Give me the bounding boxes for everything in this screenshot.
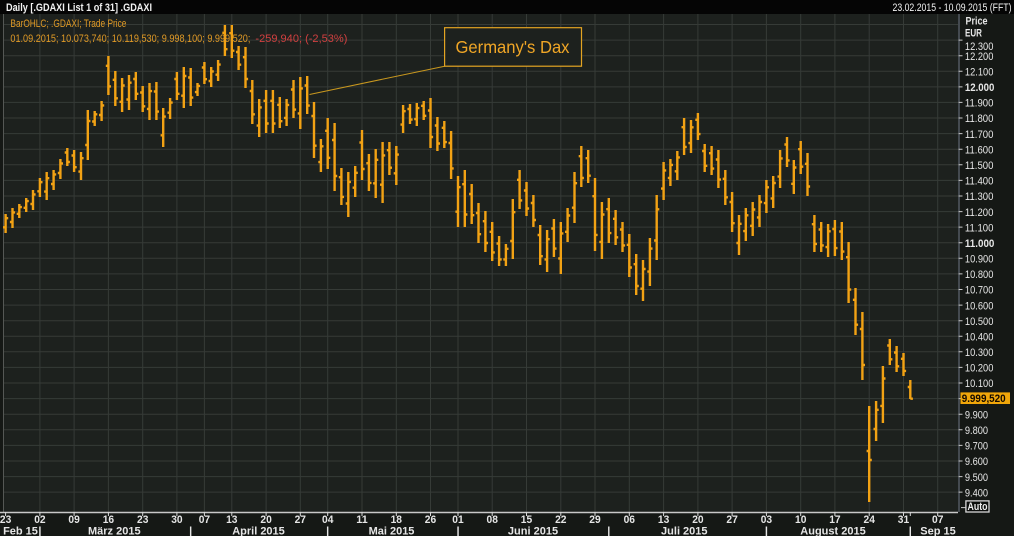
svg-text:9.600: 9.600 bbox=[965, 456, 988, 468]
svg-text:Auto: Auto bbox=[968, 501, 988, 513]
svg-text:24: 24 bbox=[864, 514, 876, 526]
svg-text:13: 13 bbox=[226, 514, 237, 526]
svg-text:10.700: 10.700 bbox=[965, 285, 994, 297]
svg-text:|: | bbox=[607, 525, 610, 536]
svg-text:09: 09 bbox=[68, 514, 79, 526]
svg-text:10.800: 10.800 bbox=[965, 269, 994, 281]
svg-text:Daily [.GDAXI List 1 of 31] .G: Daily [.GDAXI List 1 of 31] .GDAXI bbox=[6, 2, 152, 14]
svg-text:|: | bbox=[189, 525, 192, 536]
svg-text:12.100: 12.100 bbox=[965, 67, 994, 79]
svg-text:04: 04 bbox=[322, 514, 334, 526]
svg-text:16: 16 bbox=[103, 514, 114, 526]
svg-text:9.900: 9.900 bbox=[965, 409, 988, 421]
svg-text:10.100: 10.100 bbox=[965, 378, 994, 390]
svg-text:|: | bbox=[456, 525, 459, 536]
svg-text:|: | bbox=[38, 525, 41, 536]
svg-text:10.200: 10.200 bbox=[965, 363, 994, 375]
svg-text:10.400: 10.400 bbox=[965, 332, 994, 344]
svg-text:15: 15 bbox=[521, 514, 532, 526]
svg-text:|: | bbox=[909, 525, 912, 536]
svg-text:11.300: 11.300 bbox=[965, 191, 994, 203]
svg-text:9.500: 9.500 bbox=[965, 472, 988, 484]
svg-text:EUR: EUR bbox=[965, 27, 982, 39]
svg-text:10.500: 10.500 bbox=[965, 316, 994, 328]
svg-text:März 2015: März 2015 bbox=[88, 525, 141, 536]
svg-text:27: 27 bbox=[295, 514, 306, 526]
svg-text:August 2015: August 2015 bbox=[800, 525, 865, 536]
svg-text:11.800: 11.800 bbox=[965, 113, 994, 125]
svg-text:18: 18 bbox=[391, 514, 402, 526]
svg-text:Juni 2015: Juni 2015 bbox=[508, 525, 558, 536]
svg-text:23: 23 bbox=[137, 514, 148, 526]
svg-text:11.400: 11.400 bbox=[965, 176, 994, 188]
svg-text:Germany's Dax: Germany's Dax bbox=[456, 37, 570, 57]
svg-text:9.700: 9.700 bbox=[965, 441, 988, 453]
svg-text:10.300: 10.300 bbox=[965, 347, 994, 359]
svg-text:-259,940; (-2,53%): -259,940; (-2,53%) bbox=[255, 33, 347, 45]
svg-text:20: 20 bbox=[692, 514, 703, 526]
svg-text:13: 13 bbox=[658, 514, 669, 526]
svg-text:11.200: 11.200 bbox=[965, 207, 994, 219]
svg-text:11.500: 11.500 bbox=[965, 160, 994, 172]
svg-text:|: | bbox=[765, 525, 768, 536]
svg-text:23.02.2015 - 10.09.2015 (FFT): 23.02.2015 - 10.09.2015 (FFT) bbox=[893, 2, 1012, 14]
svg-text:26: 26 bbox=[425, 514, 436, 526]
svg-text:02: 02 bbox=[34, 514, 45, 526]
svg-text:10.600: 10.600 bbox=[965, 300, 994, 312]
svg-text:12.200: 12.200 bbox=[965, 51, 994, 63]
svg-text:22: 22 bbox=[555, 514, 566, 526]
svg-text:9.999,520: 9.999,520 bbox=[962, 393, 1006, 405]
svg-text:|: | bbox=[326, 525, 329, 536]
svg-text:10: 10 bbox=[795, 514, 806, 526]
svg-text:9.800: 9.800 bbox=[965, 425, 988, 437]
svg-text:27: 27 bbox=[726, 514, 737, 526]
svg-text:12.000: 12.000 bbox=[965, 82, 995, 94]
svg-text:03: 03 bbox=[761, 514, 772, 526]
svg-text:06: 06 bbox=[624, 514, 635, 526]
svg-text:Juli 2015: Juli 2015 bbox=[661, 525, 707, 536]
svg-text:01.09.2015; 10.073,740; 10.119: 01.09.2015; 10.073,740; 10.119,530; 9.99… bbox=[10, 33, 250, 45]
svg-text:11: 11 bbox=[356, 514, 367, 526]
svg-text:01: 01 bbox=[452, 514, 463, 526]
svg-text:07: 07 bbox=[932, 514, 943, 526]
svg-text:10.900: 10.900 bbox=[965, 254, 994, 266]
svg-text:9.400: 9.400 bbox=[965, 487, 988, 499]
svg-text:11.100: 11.100 bbox=[965, 222, 994, 234]
svg-text:Price: Price bbox=[966, 16, 988, 28]
svg-text:30: 30 bbox=[171, 514, 182, 526]
svg-text:17: 17 bbox=[829, 514, 840, 526]
svg-text:07: 07 bbox=[199, 514, 210, 526]
svg-text:Mai 2015: Mai 2015 bbox=[369, 525, 415, 536]
svg-text:12.300: 12.300 bbox=[965, 41, 994, 53]
svg-text:08: 08 bbox=[487, 514, 498, 526]
svg-text:Feb 15: Feb 15 bbox=[3, 525, 38, 536]
svg-text:20: 20 bbox=[260, 514, 271, 526]
svg-text:11.700: 11.700 bbox=[965, 129, 994, 141]
svg-text:31: 31 bbox=[898, 514, 909, 526]
svg-text:11.600: 11.600 bbox=[965, 144, 994, 156]
svg-text:29: 29 bbox=[589, 514, 600, 526]
svg-text:BarOHLC; .GDAXI; Trade Price: BarOHLC; .GDAXI; Trade Price bbox=[10, 18, 126, 30]
svg-text:11.000: 11.000 bbox=[965, 238, 995, 250]
svg-text:23: 23 bbox=[0, 514, 11, 526]
svg-text:11.900: 11.900 bbox=[965, 98, 994, 110]
svg-text:Sep 15: Sep 15 bbox=[920, 525, 955, 536]
svg-text:April 2015: April 2015 bbox=[232, 525, 285, 536]
